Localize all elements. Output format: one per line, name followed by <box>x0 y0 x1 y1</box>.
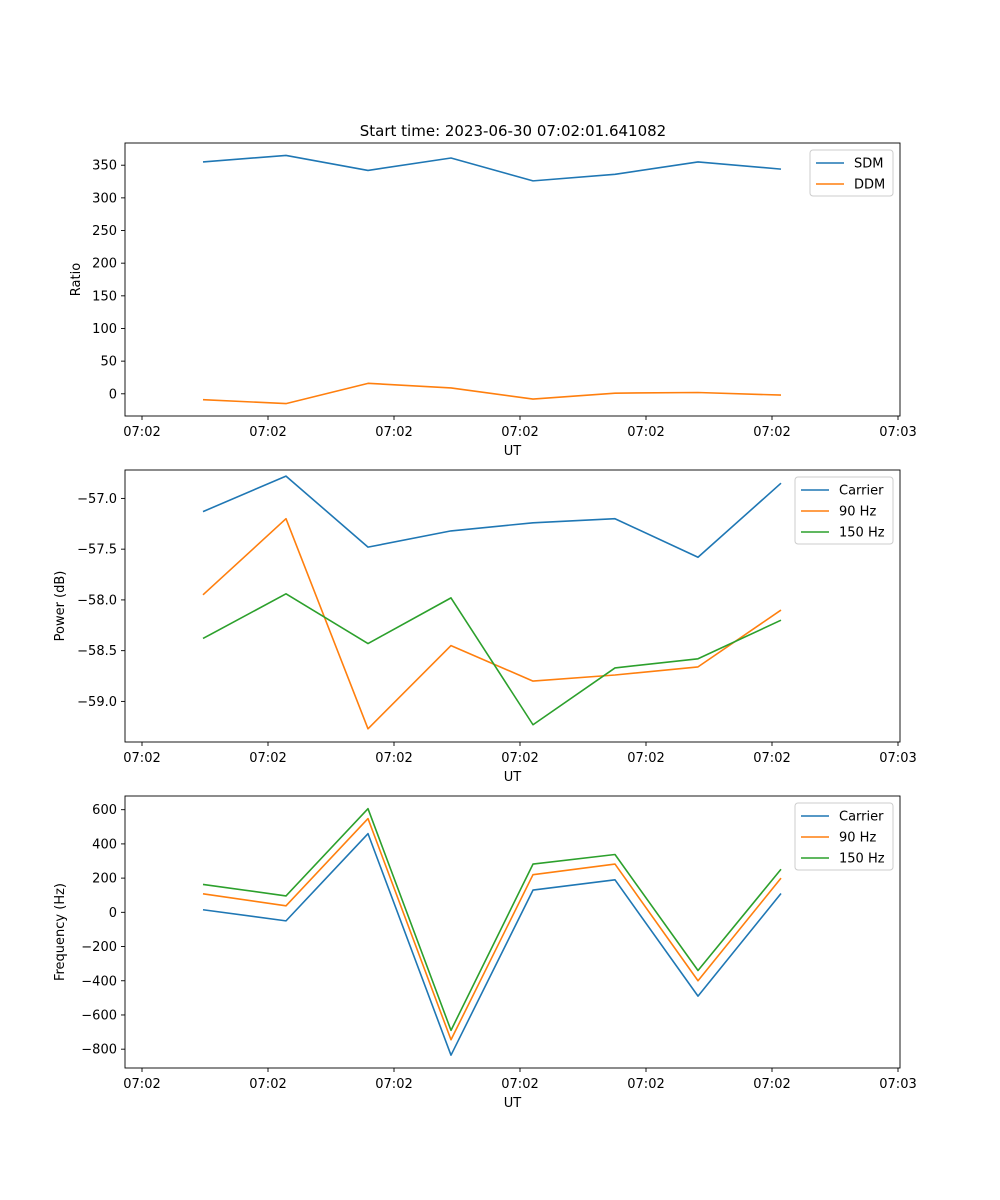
series-line-3-90-hz <box>202 817 782 1041</box>
legend-3: Carrier 90 Hz 150 Hz <box>794 802 894 871</box>
x-tick-label-3-0: 07:02 <box>123 1077 160 1092</box>
x-tick-label-2-2: 07:02 <box>375 751 412 766</box>
x-tick-label-1-6: 07:03 <box>879 425 916 440</box>
y-tick-label-3-3: −200 <box>81 940 117 955</box>
x-axis-label-3: UT <box>504 1096 522 1111</box>
x-tick-label-1-2: 07:02 <box>375 425 412 440</box>
y-tick-label-3-4: 0 <box>109 906 117 921</box>
series-line-2-carrier <box>202 475 782 559</box>
legend-label-2-2: 150 Hz <box>839 526 885 541</box>
x-tick-label-3-5: 07:02 <box>753 1077 790 1092</box>
x-tick-label-2-4: 07:02 <box>627 751 664 766</box>
legend-1: SDM DDM <box>809 149 894 197</box>
x-tick-label-2-3: 07:02 <box>501 751 538 766</box>
y-tick-label-3-2: −400 <box>81 974 117 989</box>
y-tick-label-3-5: 200 <box>92 872 117 887</box>
panels-container: 07:02 07:02 07:02 07:02 07:02 07:02 07:03 UT 0 50… <box>53 142 917 1111</box>
series-line-2-150-hz <box>202 593 782 726</box>
legend-2: Carrier 90 Hz 150 Hz <box>794 476 894 545</box>
x-tick-label-3-6: 07:03 <box>879 1077 916 1092</box>
legend-label-2-1: 90 Hz <box>839 505 876 520</box>
x-tick-label-1-4: 07:02 <box>627 425 664 440</box>
series-line-2-90-hz <box>202 517 782 730</box>
figure-title: Start time: 2023-06-30 07:02:01.641082 <box>360 122 666 140</box>
y-axis-label-2: Power (dB) <box>53 571 68 642</box>
y-tick-label-2-1: −58.5 <box>77 644 117 659</box>
series-line-1-sdm <box>202 154 782 182</box>
x-tick-label-1-5: 07:02 <box>753 425 790 440</box>
panel-2: 07:02 07:02 07:02 07:02 07:02 07:02 07:03 UT −59… <box>53 469 917 785</box>
x-tick-label-2-5: 07:02 <box>753 751 790 766</box>
y-axis-label-3: Frequency (Hz) <box>53 883 68 981</box>
legend-box-2 <box>794 476 894 545</box>
x-axis-label-2: UT <box>504 770 522 785</box>
y-tick-label-2-2: −58.0 <box>77 593 117 608</box>
legend-label-1-0: SDM <box>854 157 883 172</box>
y-tick-label-1-6: 300 <box>92 191 117 206</box>
y-tick-label-1-5: 250 <box>92 224 117 239</box>
y-tick-label-3-6: 400 <box>92 837 117 852</box>
series-line-3-carrier <box>202 832 782 1056</box>
x-tick-label-2-0: 07:02 <box>123 751 160 766</box>
y-tick-label-1-4: 200 <box>92 257 117 272</box>
y-tick-label-2-3: −57.5 <box>77 543 117 558</box>
y-tick-label-1-7: 350 <box>92 159 117 174</box>
x-tick-label-3-1: 07:02 <box>249 1077 286 1092</box>
y-tick-label-3-1: −600 <box>81 1008 117 1023</box>
panel-3: 07:02 07:02 07:02 07:02 07:02 07:02 07:03 UT −80… <box>53 795 917 1111</box>
plot-frame-1 <box>124 142 901 417</box>
panel-1: 07:02 07:02 07:02 07:02 07:02 07:02 07:03 UT 0 50… <box>69 142 917 459</box>
y-tick-label-3-7: 600 <box>92 803 117 818</box>
x-tick-label-3-4: 07:02 <box>627 1077 664 1092</box>
y-tick-label-1-3: 150 <box>92 289 117 304</box>
x-tick-label-3-2: 07:02 <box>375 1077 412 1092</box>
y-tick-label-2-0: −59.0 <box>77 695 117 710</box>
legend-label-3-1: 90 Hz <box>839 831 876 846</box>
y-tick-label-1-0: 0 <box>109 387 117 402</box>
series-line-1-ddm <box>202 382 782 405</box>
x-tick-label-3-3: 07:02 <box>501 1077 538 1092</box>
x-tick-label-1-1: 07:02 <box>249 425 286 440</box>
legend-label-1-1: DDM <box>854 178 885 193</box>
x-axis-label-1: UT <box>504 444 522 459</box>
legend-label-3-2: 150 Hz <box>839 852 885 867</box>
x-tick-label-1-3: 07:02 <box>501 425 538 440</box>
legend-label-2-0: Carrier <box>839 484 884 499</box>
legend-box-3 <box>794 802 894 871</box>
y-tick-label-2-4: −57.0 <box>77 492 117 507</box>
plot-frame-2 <box>124 469 901 743</box>
x-tick-label-1-0: 07:02 <box>123 425 160 440</box>
x-tick-label-2-1: 07:02 <box>249 751 286 766</box>
y-tick-label-1-2: 100 <box>92 322 117 337</box>
y-tick-label-3-0: −800 <box>81 1043 117 1058</box>
x-tick-label-2-6: 07:03 <box>879 751 916 766</box>
series-line-3-150-hz <box>202 807 782 1032</box>
y-tick-label-1-1: 50 <box>100 355 117 370</box>
legend-label-3-0: Carrier <box>839 810 884 825</box>
plot-frame-3 <box>124 795 901 1069</box>
y-axis-label-1: Ratio <box>69 263 84 296</box>
